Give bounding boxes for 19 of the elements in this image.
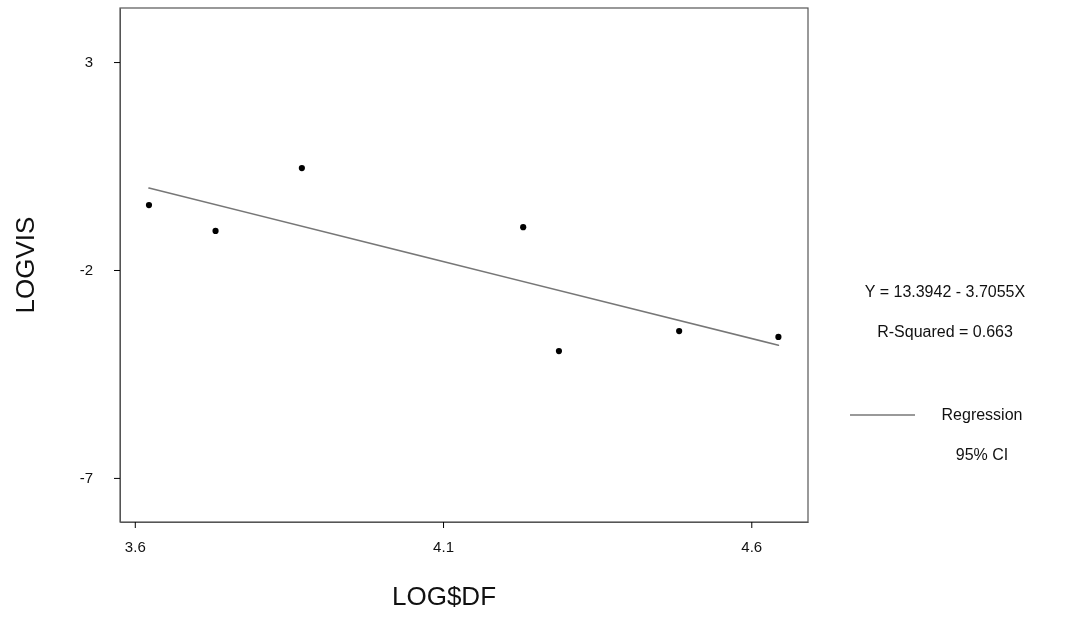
y-axis-title: LOGVIS bbox=[10, 216, 40, 314]
text: R-Squared = 0.663 bbox=[877, 323, 1013, 340]
legend-label: Regression bbox=[941, 406, 1023, 423]
point bbox=[775, 333, 782, 341]
point bbox=[555, 348, 563, 355]
point bbox=[520, 224, 527, 231]
x-axis-title: LOG$DF bbox=[391, 581, 497, 611]
text: Y = 13.3942 - 3.7055X bbox=[864, 283, 1026, 300]
x-tick-label: 4.6 bbox=[741, 538, 763, 555]
point bbox=[212, 227, 219, 234]
point bbox=[676, 328, 683, 335]
point bbox=[145, 202, 153, 209]
text: 95% CI bbox=[955, 446, 1009, 463]
y-tick-label: 3 bbox=[84, 53, 93, 71]
x-tick-label: 4.1 bbox=[433, 538, 454, 555]
point bbox=[298, 165, 305, 172]
y-tick-label: -7 bbox=[79, 469, 93, 487]
x-tick-label: 3.6 bbox=[124, 538, 146, 555]
y-tick-label: -2 bbox=[79, 261, 93, 279]
